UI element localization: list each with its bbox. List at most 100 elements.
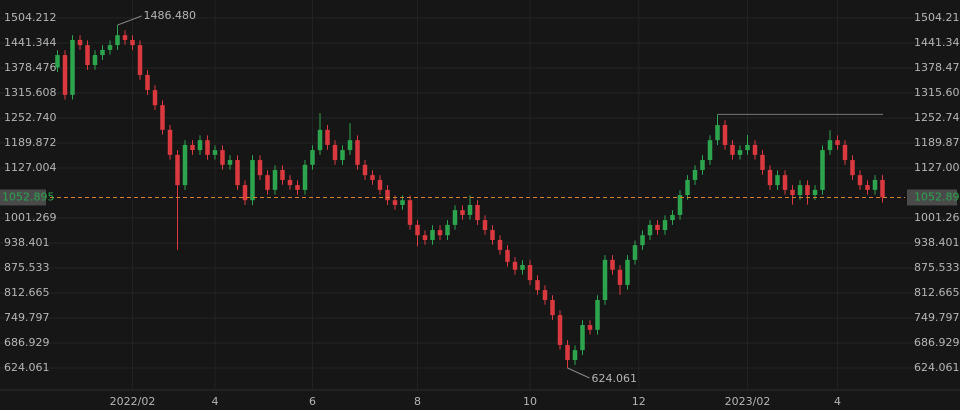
candle-body: [310, 150, 315, 165]
y-tick-label-right: 1001.269: [914, 211, 960, 224]
y-tick-label-right: 1504.212: [914, 11, 960, 24]
candle-body: [92, 55, 98, 66]
max-leader: [117, 15, 142, 26]
candle-body: [865, 185, 870, 190]
candle-body: [182, 144, 188, 186]
candle-body: [565, 344, 570, 361]
y-tick-label: 938.401: [4, 236, 50, 249]
candle-body: [392, 200, 398, 205]
candle-body: [205, 140, 210, 155]
candle-body: [77, 39, 83, 46]
y-tick-label-right: 812.665: [914, 286, 960, 299]
candle-body: [602, 259, 608, 301]
candle-body: [190, 144, 195, 151]
y-tick-label-right: 749.797: [914, 311, 960, 324]
y-tick-label-right: 1441.344: [914, 36, 960, 49]
candle-body: [805, 185, 810, 196]
candle-body: [362, 164, 368, 176]
max-label: 1486.480: [144, 9, 197, 22]
candle-body: [130, 39, 135, 46]
x-tick-label: 8: [414, 395, 421, 408]
candle-body: [377, 179, 383, 190]
candle-body: [527, 265, 533, 281]
candle-body: [857, 175, 863, 186]
x-tick-label: 6: [309, 395, 316, 408]
candle-body: [197, 140, 203, 151]
candle-body: [820, 150, 825, 190]
candle-body: [280, 169, 285, 180]
candle-body: [302, 164, 308, 190]
candle-body: [760, 154, 765, 170]
last-price-box-right: [907, 189, 957, 206]
candle-body: [842, 144, 848, 161]
y-tick-label: 1001.269: [4, 211, 57, 224]
last-price-label-left: 1052.895: [2, 190, 55, 203]
candle-body: [287, 179, 293, 186]
candle-body: [332, 144, 338, 161]
candle-body: [227, 160, 233, 165]
candle-body: [175, 154, 180, 186]
candle-body: [670, 214, 675, 221]
x-tick-label: 2022/02: [110, 395, 156, 408]
candle-body: [85, 45, 90, 66]
y-tick-label: 749.797: [4, 311, 50, 324]
candle-body: [745, 144, 750, 151]
candle-body: [265, 175, 270, 190]
y-tick-label: 686.929: [4, 336, 50, 349]
candle-body: [775, 175, 780, 186]
candle-body: [505, 249, 510, 262]
candle-body: [475, 204, 480, 221]
candle-body: [370, 175, 375, 180]
candle-body: [587, 325, 593, 330]
candle-body: [692, 169, 698, 180]
candle-body: [872, 179, 878, 190]
candle-body: [610, 259, 615, 270]
candle-body: [850, 160, 855, 176]
candle-body: [212, 150, 218, 155]
candle-body: [632, 245, 638, 260]
y-tick-label-right: 875.533: [914, 261, 960, 274]
y-tick-label: 624.061: [4, 361, 50, 374]
candle-body: [145, 74, 150, 91]
candle-body: [107, 45, 113, 50]
candle-body: [160, 105, 165, 130]
candle-body: [295, 185, 300, 190]
candle-body: [700, 160, 705, 170]
y-tick-label-right: 1378.476: [914, 61, 960, 74]
candle-body: [647, 224, 653, 236]
candle-body: [767, 169, 773, 186]
candle-body: [100, 49, 105, 56]
candle-body: [512, 261, 518, 270]
last-price-label-right: 1052.895: [914, 190, 960, 203]
candle-body: [835, 140, 840, 145]
candle-body: [152, 90, 158, 106]
y-tick-label: 1504.212: [4, 11, 57, 24]
candle-body: [520, 265, 525, 270]
candle-body: [422, 235, 428, 240]
candle-body: [722, 125, 728, 145]
candle-body: [497, 239, 503, 250]
candle-body: [595, 300, 600, 330]
candle-body: [250, 160, 255, 201]
y-tick-label: 1441.344: [4, 36, 57, 49]
candle-body: [355, 140, 360, 165]
y-tick-label: 1127.004: [4, 161, 57, 174]
candle-body: [617, 269, 623, 285]
candle-body: [242, 185, 248, 201]
y-tick-label: 1378.476: [4, 61, 57, 74]
y-tick-label: 1252.740: [4, 111, 57, 124]
candle-body: [557, 315, 563, 345]
x-tick-label: 4: [834, 395, 841, 408]
candle-body: [257, 160, 263, 176]
candle-body: [430, 230, 435, 240]
candle-body: [580, 325, 585, 351]
candle-body: [235, 160, 240, 186]
y-tick-label: 1189.872: [4, 136, 57, 149]
candle-body: [662, 220, 668, 231]
candle-body: [347, 140, 353, 151]
candle-body: [542, 290, 548, 301]
candle-body: [385, 189, 390, 201]
candle-body: [167, 129, 173, 155]
candle-body: [467, 204, 473, 215]
